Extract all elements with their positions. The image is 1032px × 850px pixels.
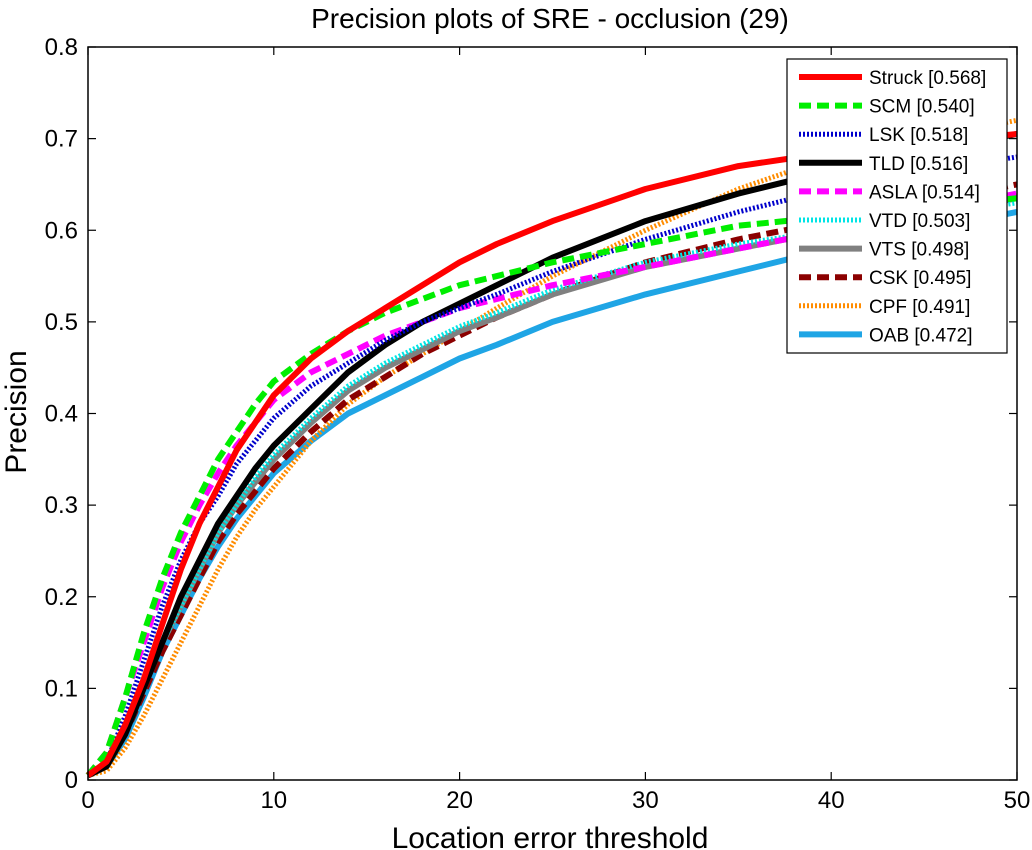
series-line-0 [86, 131, 1018, 778]
legend-label-5: VTD [0.503] [869, 211, 970, 232]
legend-label-7: CSK [0.495] [869, 268, 971, 289]
y-tick-label: 0.1 [45, 675, 78, 702]
legend-label-0: Struck [0.568] [869, 68, 986, 89]
legend-label-3: TLD [0.516] [869, 154, 968, 175]
y-tick-label: 0.2 [45, 584, 78, 611]
y-tick-label: 0.7 [45, 126, 78, 153]
y-tick-label: 0.8 [45, 34, 78, 61]
legend-label-9: OAB [0.472] [869, 325, 973, 346]
y-tick-label: 0.5 [45, 309, 78, 336]
y-tick-label: 0.3 [45, 492, 78, 519]
chart-title: Precision plots of SRE - occlusion (29) [311, 3, 789, 34]
series-line-1 [85, 195, 1018, 778]
series-lines [85, 117, 1018, 779]
axis-ticks: 0 10 20 30 40 50 0 0.1 0.2 0.3 0.4 0.5 0.6 0.7 0.8 [45, 34, 1031, 814]
legend-label-8: CPF [0.491] [869, 297, 970, 318]
legend-label-4: ASLA [0.514] [869, 182, 980, 203]
y-tick-label: 0 [65, 767, 78, 794]
y-tick-label: 0.4 [45, 401, 78, 428]
x-tick-label: 30 [632, 787, 659, 814]
x-tick-label: 10 [260, 787, 287, 814]
legend-label-6: VTS [0.498] [869, 240, 969, 261]
plot-area [85, 46, 1018, 781]
series-line-2 [86, 154, 1018, 778]
legend: Struck [0.568] SCM [0.540] LSK [0.518] TLD … [786, 58, 1008, 354]
x-axis-label: Location error threshold [392, 822, 709, 850]
series-line-8 [87, 117, 1018, 778]
series-line-3 [86, 131, 1018, 779]
x-tick-label: 50 [1004, 787, 1031, 814]
legend-label-2: LSK [0.518] [869, 125, 968, 146]
x-tick-label: 20 [446, 787, 473, 814]
y-axis-label: Precision [0, 350, 33, 473]
x-tick-label: 40 [818, 787, 845, 814]
y-tick-label: 0.6 [45, 217, 78, 244]
x-tick-label: 0 [81, 787, 94, 814]
legend-label-1: SCM [0.540] [869, 97, 975, 118]
